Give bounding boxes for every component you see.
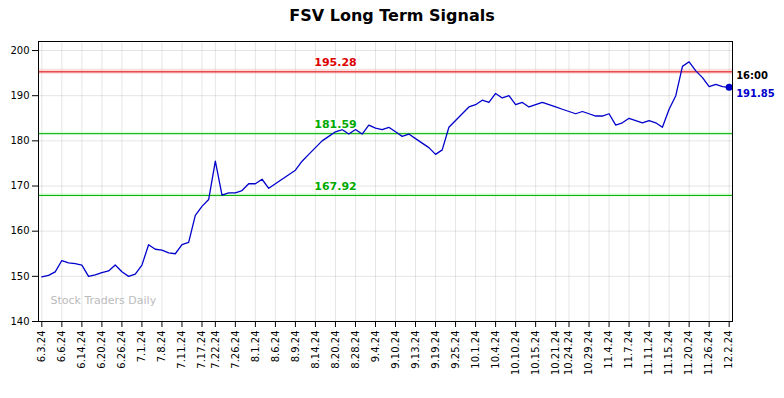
svg-text:11.11.24: 11.11.24 (643, 331, 654, 376)
svg-text:170: 170 (10, 180, 29, 191)
svg-text:7.17.24: 7.17.24 (196, 331, 207, 369)
svg-text:11.20.24: 11.20.24 (683, 331, 694, 376)
svg-text:9.13.24: 9.13.24 (410, 331, 421, 369)
svg-text:180: 180 (10, 135, 29, 146)
svg-text:7.26.24: 7.26.24 (230, 331, 241, 369)
svg-text:160: 160 (10, 225, 29, 236)
svg-text:167.92: 167.92 (314, 180, 356, 193)
svg-text:8.14.24: 8.14.24 (310, 331, 321, 369)
svg-text:6.26.24: 6.26.24 (116, 331, 127, 369)
svg-text:10.1.24: 10.1.24 (470, 331, 481, 369)
svg-text:6.3.24: 6.3.24 (36, 331, 47, 363)
svg-text:10.24.24: 10.24.24 (563, 331, 574, 376)
html-text:FSV Long Term Signals: FSV Long Term Signals (289, 6, 495, 25)
svg-text:Stock Traders Daily: Stock Traders Daily (51, 294, 157, 307)
svg-text:140: 140 (10, 316, 29, 327)
svg-text:10.29.24: 10.29.24 (583, 331, 594, 376)
svg-text:9.4.24: 9.4.24 (370, 331, 381, 363)
svg-text:9.19.24: 9.19.24 (430, 331, 441, 369)
svg-text:150: 150 (10, 271, 29, 282)
svg-text:7.1.24: 7.1.24 (136, 331, 147, 363)
svg-text:8.28.24: 8.28.24 (350, 331, 361, 369)
svg-text:8.6.24: 8.6.24 (270, 331, 281, 363)
svg-text:7.8.24: 7.8.24 (156, 331, 167, 363)
svg-text:181.59: 181.59 (314, 118, 356, 131)
svg-text:195.28: 195.28 (314, 56, 356, 69)
svg-text:10.10.24: 10.10.24 (510, 331, 521, 376)
svg-text:8.20.24: 8.20.24 (330, 331, 341, 369)
svg-text:10.15.24: 10.15.24 (530, 331, 541, 376)
svg-text:200: 200 (10, 45, 29, 56)
svg-text:10.4.24: 10.4.24 (490, 331, 501, 369)
svg-text:191.85: 191.85 (736, 88, 775, 99)
svg-text:8.1.24: 8.1.24 (250, 331, 261, 363)
svg-text:9.10.24: 9.10.24 (390, 331, 401, 369)
svg-text:7.22.24: 7.22.24 (210, 331, 221, 369)
svg-text:10.21.24: 10.21.24 (550, 331, 561, 376)
svg-text:190: 190 (10, 90, 29, 101)
svg-text:12.2.24: 12.2.24 (723, 331, 734, 369)
svg-text:11.15.24: 11.15.24 (663, 331, 674, 376)
svg-text:8.9.24: 8.9.24 (290, 331, 301, 363)
svg-text:11.7.24: 11.7.24 (623, 331, 634, 369)
svg-text:6.20.24: 6.20.24 (96, 331, 107, 369)
svg-text:16:00: 16:00 (736, 70, 768, 81)
svg-text:7.11.24: 7.11.24 (176, 331, 187, 369)
svg-text:6.6.24: 6.6.24 (56, 331, 67, 363)
svg-text:11.26.24: 11.26.24 (703, 331, 714, 376)
svg-text:11.4.24: 11.4.24 (603, 331, 614, 369)
svg-text:9.25.24: 9.25.24 (450, 331, 461, 369)
svg-text:6.14.24: 6.14.24 (76, 331, 87, 369)
